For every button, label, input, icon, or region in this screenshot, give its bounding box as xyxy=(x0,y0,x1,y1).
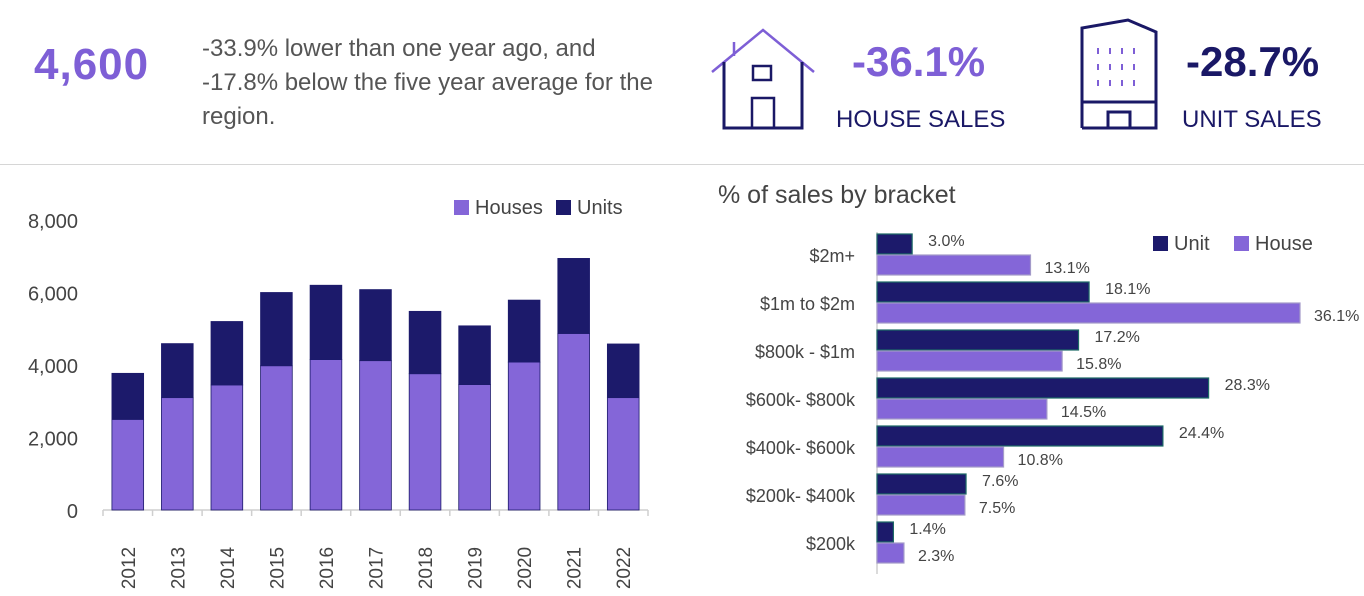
data-label: 24.4% xyxy=(1179,425,1224,442)
y-tick-label: 8,000 xyxy=(28,211,78,233)
bar-unit-5 xyxy=(876,473,967,495)
bar-houses-2021 xyxy=(557,333,590,511)
category-label: $200k- $400k xyxy=(746,486,856,506)
summary-text: -33.9% lower than one year ago, and -17.… xyxy=(202,35,653,130)
bar-houses-2016 xyxy=(309,359,343,511)
y-tick-label: 4,000 xyxy=(28,356,78,378)
y-tick-label: 0 xyxy=(67,501,78,523)
bar-unit-6 xyxy=(876,521,895,543)
data-label: 10.8% xyxy=(1018,452,1063,469)
legend-swatch-unit xyxy=(1153,236,1168,251)
bar-house-2 xyxy=(876,350,1063,372)
unit-sales-label: UNIT SALES xyxy=(1182,106,1322,133)
bar-units-2018 xyxy=(408,310,442,375)
legend-label-units: Units xyxy=(577,197,623,219)
legend-swatch-house xyxy=(1234,236,1249,251)
headline-number: 4,600 xyxy=(34,40,150,89)
data-label: 17.2% xyxy=(1095,329,1140,346)
data-label: 13.1% xyxy=(1044,260,1089,277)
bar-houses-2012 xyxy=(111,418,145,511)
x-tick-label: 2017 xyxy=(367,547,388,589)
x-tick-label: 2016 xyxy=(317,547,338,589)
bar-houses-2019 xyxy=(458,384,491,511)
y-tick-label: 2,000 xyxy=(28,429,78,451)
bar-house-6 xyxy=(876,542,905,564)
legend-label-house: House xyxy=(1255,233,1313,255)
bar-units-2020 xyxy=(507,299,541,363)
bar-houses-2015 xyxy=(260,365,293,511)
bar-units-2016 xyxy=(309,284,343,360)
x-tick-label: 2014 xyxy=(218,546,239,589)
x-tick-label: 2012 xyxy=(119,547,140,589)
annual-sales-stacked-bar-chart: 0 2,000 4,000 6,000 8,000 2012 2013 2014 2015 201… xyxy=(28,197,649,589)
data-label: 2.3% xyxy=(918,548,954,565)
bar-house-4 xyxy=(876,446,1005,468)
data-label: 3.0% xyxy=(928,233,964,250)
house-sales-label: HOUSE SALES xyxy=(836,106,1006,133)
data-label: 18.1% xyxy=(1105,281,1150,298)
x-tick-label: 2019 xyxy=(466,547,487,589)
bar-units-2015 xyxy=(260,292,293,367)
house-sales-value: -36.1% xyxy=(852,38,986,85)
bar-houses-2013 xyxy=(161,397,194,511)
x-tick-label: 2021 xyxy=(565,547,586,589)
category-label: $400k- $600k xyxy=(746,438,856,458)
apartment-building-icon xyxy=(1080,18,1158,130)
category-label: $2m+ xyxy=(809,246,855,266)
bar-units-2012 xyxy=(111,372,145,420)
bar-units-2013 xyxy=(161,343,194,399)
category-label: $1m to $2m xyxy=(760,294,855,314)
x-tick-label: 2022 xyxy=(614,547,635,589)
bar-houses-2022 xyxy=(606,397,640,511)
unit-sales-value: -28.7% xyxy=(1186,38,1320,85)
house-icon xyxy=(711,28,815,130)
bar-house-0 xyxy=(876,254,1032,276)
chart-title: % of sales by bracket xyxy=(718,181,956,209)
x-tick-label: 2013 xyxy=(168,547,189,589)
bar-units-2014 xyxy=(210,321,244,386)
data-label: 36.1% xyxy=(1314,308,1359,325)
data-label: 15.8% xyxy=(1076,356,1121,373)
data-label: 14.5% xyxy=(1061,404,1106,421)
category-label: $800k - $1m xyxy=(755,342,855,362)
data-label: 7.5% xyxy=(979,500,1015,517)
bar-unit-0 xyxy=(876,233,913,255)
data-label: 7.6% xyxy=(982,473,1018,490)
legend-label-unit: Unit xyxy=(1174,233,1210,255)
bar-units-2022 xyxy=(606,343,640,399)
bar-houses-2014 xyxy=(210,384,244,511)
sales-by-bracket-bar-chart: % of sales by bracket $2m+ 3.0% 13.1% $1m to… xyxy=(718,181,1359,574)
bar-houses-2017 xyxy=(359,360,392,511)
x-tick-label: 2020 xyxy=(515,547,536,589)
section-divider xyxy=(0,164,1364,165)
bar-house-1 xyxy=(876,302,1301,324)
bar-house-3 xyxy=(876,398,1048,420)
data-label: 28.3% xyxy=(1225,377,1270,394)
bar-unit-1 xyxy=(876,281,1090,303)
category-label: $600k- $800k xyxy=(746,390,856,410)
bar-unit-4 xyxy=(876,425,1164,447)
category-label: $200k xyxy=(806,534,856,554)
bar-houses-2020 xyxy=(507,361,541,511)
bar-unit-3 xyxy=(876,377,1210,399)
legend-swatch-houses xyxy=(454,200,469,215)
legend-swatch-units xyxy=(556,200,571,215)
bar-units-2017 xyxy=(359,289,392,362)
bar-units-2021 xyxy=(557,258,590,334)
data-label: 1.4% xyxy=(909,521,945,538)
y-tick-label: 6,000 xyxy=(28,284,78,306)
x-tick-label: 2015 xyxy=(267,547,288,589)
legend-label-houses: Houses xyxy=(475,197,543,219)
bar-house-5 xyxy=(876,494,966,516)
bar-units-2019 xyxy=(458,325,491,385)
bar-houses-2018 xyxy=(408,373,442,511)
x-tick-label: 2018 xyxy=(416,547,437,589)
bar-unit-2 xyxy=(876,329,1080,351)
